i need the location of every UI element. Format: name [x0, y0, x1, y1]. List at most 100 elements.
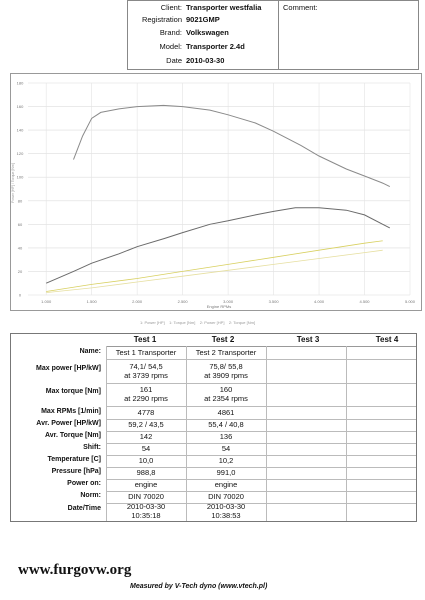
- x-axis-label: Engine RPMs: [207, 304, 231, 309]
- registration-row: Registration 9021GMP: [128, 13, 278, 27]
- x-tick-label: 1.500: [87, 299, 98, 304]
- date-row: Date 2010-03-30: [128, 54, 278, 68]
- series-line-3: [46, 240, 383, 292]
- cell-value: Test 1 Transporter: [115, 348, 177, 357]
- row-label: Max power [HP/kW]: [36, 365, 101, 372]
- row-label: Avr. Power [HP/kW]: [36, 420, 101, 427]
- cell-value: 59,2 / 43,5: [128, 420, 164, 429]
- date-label: Date: [166, 56, 182, 65]
- y-tick-label: 160: [17, 104, 24, 109]
- cell-value: engine: [214, 480, 238, 489]
- row-label: Norm:: [80, 492, 101, 499]
- column-header-test-2: Test 2: [211, 335, 235, 344]
- cell-subvalue: 10:35:18: [131, 511, 161, 520]
- row-divider: [106, 503, 416, 504]
- site-watermark: www.furgovw.org: [18, 562, 132, 578]
- cell-test-2: 160 at 2354 rpms: [191, 385, 261, 403]
- cell-value: 55,4 / 40,8: [208, 420, 244, 429]
- registration-label: Registration: [141, 15, 182, 24]
- y-tick-label: 180: [17, 81, 24, 86]
- vehicle-info: Client: Transporter westfalia Registrati…: [128, 1, 279, 69]
- cell-value: 54: [221, 444, 231, 453]
- cell-test-2: Test 2 Transporter: [191, 348, 261, 357]
- y-axis-label: Power [HP] / Torque [Nm]: [11, 163, 15, 203]
- x-tick-label: 3.500: [269, 299, 280, 304]
- cell-test-2: engine: [191, 480, 261, 489]
- cell-value: 4861: [217, 408, 235, 417]
- cell-test-1: 2010-03-30 10:35:18: [111, 502, 181, 520]
- chart-series: [46, 104, 391, 293]
- comment-label: Comment:: [283, 3, 318, 12]
- series-line-1: [73, 104, 391, 188]
- chart-legend: 1: Power [HP] 1: Torque [Nm] 2: Power [H…: [140, 320, 255, 325]
- model-row: Model: Transporter 2.4d: [128, 40, 278, 54]
- row-divider: [106, 467, 416, 468]
- cell-test-2: 75,8/ 55,8 at 3909 rpms: [191, 362, 261, 380]
- date-value: 2010-03-30: [186, 56, 225, 65]
- y-tick-label: 100: [17, 175, 24, 180]
- column-divider: [266, 346, 267, 521]
- y-tick-label: 140: [17, 128, 24, 133]
- x-tick-label: 2.500: [178, 299, 189, 304]
- y-tick-label: 80: [18, 198, 23, 203]
- row-label: Date/Time: [67, 505, 101, 512]
- cell-value: 10,2: [218, 456, 234, 465]
- cell-test-1: 142: [111, 432, 181, 441]
- cell-test-2: 55,4 / 40,8: [191, 420, 261, 429]
- x-tick-label: 4.000: [314, 299, 325, 304]
- cell-test-2: 2010-03-30 10:38:53: [191, 502, 261, 520]
- client-label: Client:: [160, 3, 182, 12]
- cell-test-1: engine: [111, 480, 181, 489]
- header-box: Client: Transporter westfalia Registrati…: [127, 0, 419, 70]
- cell-value: DIN 70020: [208, 492, 244, 501]
- cell-value: 54: [141, 444, 151, 453]
- cell-value: 988,8: [136, 468, 156, 477]
- row-label: Name:: [79, 348, 101, 355]
- x-tick-label: 3.000: [223, 299, 234, 304]
- y-tick-label: 20: [18, 269, 23, 274]
- cell-test-1: 10,0: [111, 456, 181, 465]
- row-divider: [106, 359, 416, 360]
- x-tick-label: 5.000: [405, 299, 416, 304]
- model-label: Model:: [159, 42, 182, 51]
- y-tick-label: 60: [18, 222, 23, 227]
- row-divider: [106, 419, 416, 420]
- legend-item-4: 2: Torque [Nm]: [228, 320, 256, 325]
- x-tick-label: 4.500: [360, 299, 371, 304]
- cell-value: 2010-03-30: [206, 502, 246, 511]
- cell-value: 160: [219, 385, 233, 394]
- cell-test-1: Test 1 Transporter: [111, 348, 181, 357]
- client-row: Client: Transporter westfalia: [128, 1, 278, 15]
- cell-value: 136: [219, 432, 233, 441]
- cell-test-2: 54: [191, 444, 261, 453]
- y-tick-label: 0: [19, 293, 22, 298]
- cell-test-2: 10,2: [191, 456, 261, 465]
- series-line-4: [46, 249, 383, 293]
- row-label: Max RPMs [1/min]: [41, 408, 101, 415]
- cell-test-2: DIN 70020: [191, 492, 261, 501]
- cell-test-2: 136: [191, 432, 261, 441]
- series-line-2: [46, 207, 391, 284]
- client-value: Transporter westfalia: [186, 3, 262, 12]
- footer-credit: Measured by V-Tech dyno (www.vtech.pl): [130, 583, 268, 590]
- y-tick-label: 120: [17, 151, 24, 156]
- column-divider: [106, 346, 107, 521]
- registration-value: 9021GMP: [186, 15, 220, 24]
- x-tick-label: 2.000: [132, 299, 143, 304]
- header-divider: [106, 346, 416, 347]
- chart-axis-labels: 0 20 40 60 80 100 120 140 160 180 1.000 1.500 2.000 2…: [11, 81, 416, 310]
- row-label: Max torque [Nm]: [45, 388, 101, 395]
- cell-subvalue: at 2290 rpms: [124, 394, 168, 403]
- cell-test-1: 59,2 / 43,5: [111, 420, 181, 429]
- cell-test-1: 74,1/ 54,5 at 3739 rpms: [111, 362, 181, 380]
- cell-test-1: 161 at 2290 rpms: [111, 385, 181, 403]
- row-divider: [106, 479, 416, 480]
- y-tick-label: 40: [18, 245, 23, 250]
- column-header-test-3: Test 3: [296, 335, 320, 344]
- cell-value: 74,1/ 54,5: [129, 362, 163, 371]
- results-table: Test 1 Test 2 Test 3 Test 4 Name: Test 1 …: [10, 333, 417, 522]
- cell-subvalue: at 2354 rpms: [204, 394, 248, 403]
- row-divider: [106, 443, 416, 444]
- row-divider: [106, 406, 416, 407]
- legend-item-2: 1: Torque [Nm]: [169, 320, 196, 325]
